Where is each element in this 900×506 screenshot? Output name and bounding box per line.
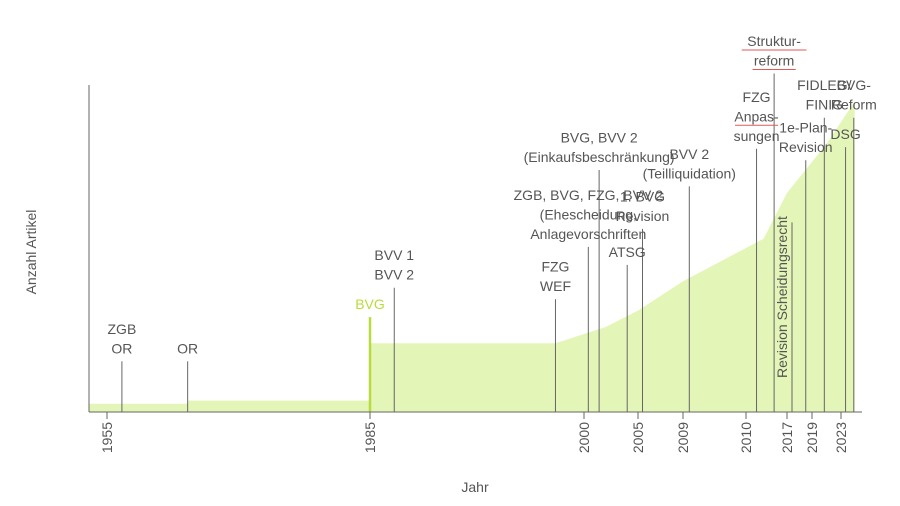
event-label: OR: [177, 340, 198, 356]
x-tick-label: 1955: [99, 422, 115, 453]
event-label: FINIG: [806, 97, 843, 113]
event-lines: [121, 73, 855, 412]
event-label: Struktur-: [747, 33, 801, 49]
event-label: BVG-: [837, 77, 872, 93]
x-tick-label: 1985: [362, 422, 378, 453]
event-label: DSG: [830, 126, 860, 142]
event-label: (Teilliquidation): [643, 165, 736, 181]
event-label: FZG: [541, 259, 569, 275]
event-label: ZGB: [108, 321, 137, 337]
x-tick-label: 2005: [630, 422, 646, 453]
x-tick-label: 2010: [738, 422, 754, 453]
event-label: sungen: [734, 128, 780, 144]
event-label: ATSG: [609, 244, 646, 260]
event-label: Revision Scheidungsrecht: [774, 216, 790, 378]
x-tick-label: 2000: [576, 422, 592, 453]
event-label: BVV 2: [374, 267, 414, 283]
event-label: BVG, BVV 2: [561, 130, 638, 146]
area-fill: [89, 101, 855, 413]
x-tick-label: 2009: [675, 422, 691, 453]
event-label: 1e-Plan-: [779, 120, 832, 136]
y-axis-label: Anzahl Artikel: [23, 210, 39, 295]
event-label: Anlagevorschriften: [530, 226, 646, 242]
area-layer: [89, 101, 855, 413]
x-axis-label: Jahr: [461, 479, 489, 495]
event-label: ZGB, BVG, FZG, BVV 2: [514, 187, 664, 203]
event-label: Revision: [616, 208, 670, 224]
event-label: Anpas-: [734, 108, 779, 124]
event-label: BVV 1: [374, 247, 414, 263]
x-tick-label: 2019: [804, 422, 820, 453]
event-label: BVG: [355, 296, 385, 312]
x-ticks: 1955 1985 2000 2005 2009 2010 2017 2019 2023: [99, 412, 849, 453]
x-tick-label: 2023: [833, 422, 849, 453]
event-label: FZG: [743, 89, 771, 105]
event-label: Revision: [779, 139, 833, 155]
event-labels: ZGB OR OR BVG BVV 1 BVV 2 FZG WEF ZGB, BVG, FZG,…: [108, 33, 877, 378]
event-label: reform: [754, 53, 794, 69]
axes: [88, 85, 862, 413]
event-label: BVV 2: [669, 146, 709, 162]
x-tick-label: 2017: [779, 422, 795, 453]
event-label: OR: [111, 340, 132, 356]
event-label: WEF: [540, 278, 571, 294]
event-label: (Ehescheidung,: [540, 206, 637, 222]
event-label: FIDLEG/: [797, 77, 852, 93]
event-label: (Einkaufsbeschränkung): [524, 149, 675, 165]
event-label: 1. BVG: [620, 188, 665, 204]
event-label: Reform: [831, 97, 877, 113]
